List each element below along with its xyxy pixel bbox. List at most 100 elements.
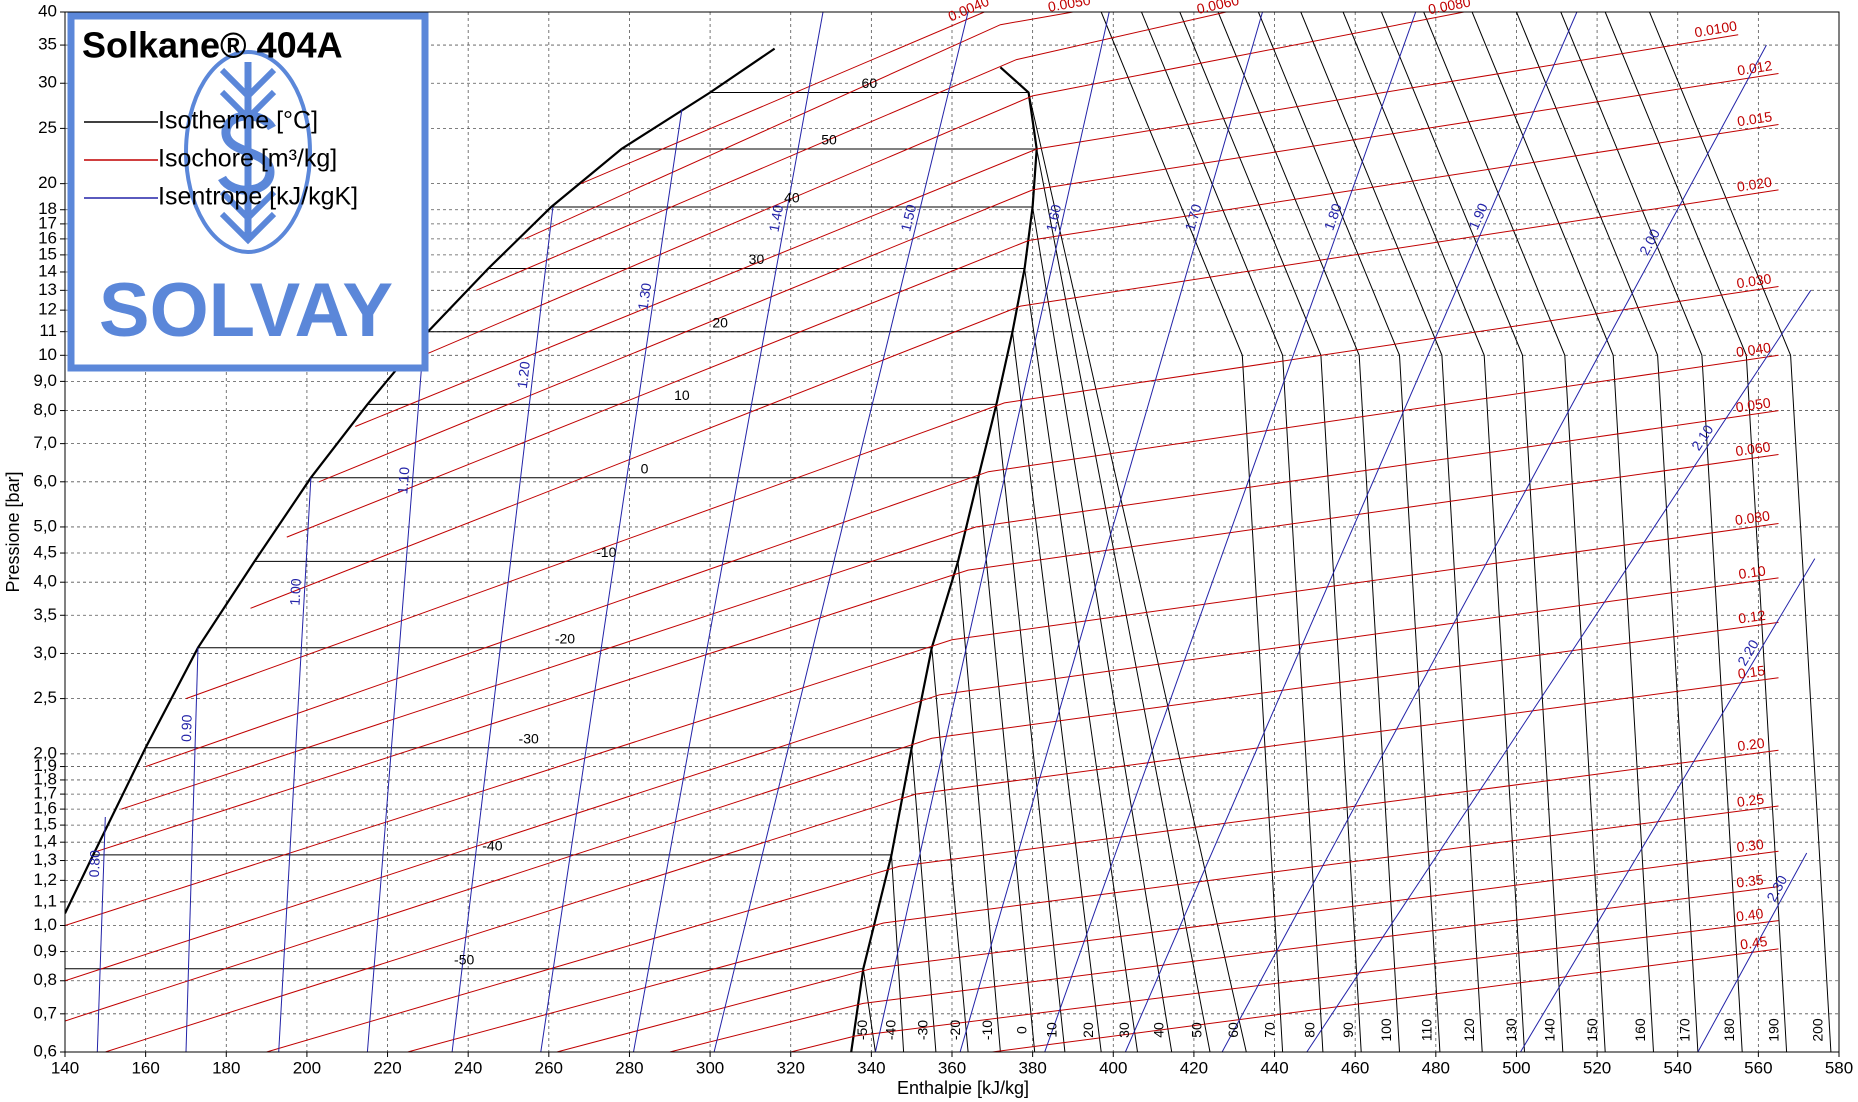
y-tick-label: 8,0 [33, 400, 57, 419]
isentrope-label: 1.70 [1182, 202, 1205, 233]
isotherm-label: -50 [854, 1020, 870, 1040]
isochore-label: 0.0100 [1693, 18, 1738, 41]
isochore-label: 0.35 [1735, 871, 1764, 890]
x-tick-label: 560 [1744, 1058, 1772, 1077]
isotherm-label: 10 [1044, 1022, 1060, 1038]
x-tick-label: 480 [1422, 1058, 1450, 1077]
curve [1697, 852, 1808, 1052]
curve [318, 73, 1779, 483]
isochore-label: 0.30 [1736, 836, 1765, 855]
isochore-label: 0.40 [1735, 905, 1764, 924]
x-tick-label: 340 [857, 1058, 885, 1077]
isentrope-label: 1.20 [514, 360, 533, 389]
y-tick-label: 10 [38, 345, 57, 364]
isotherm-label: -10 [596, 544, 616, 560]
isotherm-label: 160 [1632, 1018, 1648, 1042]
isentrope-label: 0.80 [86, 850, 103, 878]
curve [992, 948, 1779, 1052]
legend-label: Isochore [m³/kg] [158, 145, 337, 173]
isotherm-label: 90 [1340, 1022, 1356, 1038]
y-tick-label: 17 [38, 213, 57, 232]
curve [633, 12, 824, 1052]
isochore-label: 0.45 [1739, 933, 1768, 952]
curve [1604, 12, 1788, 1052]
curve [959, 12, 1263, 1052]
y-tick-label: 0,7 [33, 1003, 57, 1022]
isotherm-label: 100 [1378, 1018, 1394, 1042]
isotherm-label: -40 [482, 838, 502, 854]
y-tick-label: 0,9 [33, 941, 57, 960]
isotherm-label: 0 [1013, 1026, 1029, 1034]
isotherm-label: 60 [1225, 1022, 1241, 1038]
logo-ellipse [184, 50, 312, 254]
isotherm-label: 130 [1503, 1018, 1519, 1042]
isotherm-label: 150 [1584, 1018, 1600, 1042]
y-tick-label: 1,2 [33, 870, 57, 889]
curve [254, 560, 1001, 1052]
curve [121, 410, 1779, 810]
isotherm-label: 0 [641, 460, 649, 476]
y-tick-label: 1,6 [33, 799, 57, 818]
y-tick-label: 3,5 [33, 605, 57, 624]
isochore-label: 0.15 [1737, 662, 1766, 682]
y-tick-label: 5,0 [33, 516, 57, 535]
curve [1380, 12, 1564, 1052]
isotherm-label: 30 [749, 251, 765, 267]
curve [145, 354, 1779, 768]
curve [556, 850, 1779, 1052]
y-tick-label: 40 [38, 1, 57, 20]
curve [713, 12, 969, 1052]
legend-label: Isentrope [kJ/kgK] [158, 183, 358, 211]
x-tick-label: 360 [938, 1058, 966, 1077]
curve [1649, 12, 1832, 1052]
x-tick-label: 400 [1099, 1058, 1127, 1077]
x-tick-label: 220 [373, 1058, 401, 1077]
curve [669, 886, 1779, 1052]
isotherm-label: 50 [1189, 1022, 1205, 1038]
isotherm-label: 70 [1261, 1022, 1277, 1038]
isochore-label: 0.040 [1735, 339, 1772, 360]
y-tick-label: 13 [38, 280, 57, 299]
isochore-label: 0.080 [1734, 507, 1771, 528]
title: Solkane® 404A [82, 25, 343, 66]
isotherm-label: -50 [454, 951, 474, 967]
curve [250, 189, 1779, 609]
isentrope-label: 0.90 [178, 714, 195, 742]
legend: Isotherme [°C] Isochore [m³/kg] Isentrope … [84, 107, 358, 211]
curve [874, 12, 1110, 1052]
curve [65, 968, 876, 1052]
isotherm-label: 10 [674, 387, 690, 403]
y-tick-label: 35 [38, 35, 57, 54]
curve [1300, 12, 1483, 1052]
curve [355, 34, 1739, 427]
isotherm-label: -10 [979, 1020, 995, 1040]
isentrope-label: 1.40 [766, 203, 787, 233]
y-tick-label: 2,5 [33, 688, 57, 707]
x-tick-label: 180 [212, 1058, 240, 1077]
y-axis-label: Pressione [bar] [3, 471, 23, 592]
isentrope-label: 1.60 [1043, 203, 1065, 233]
curve [580, 12, 985, 185]
x-tick-label: 420 [1180, 1058, 1208, 1077]
curve [1217, 12, 1400, 1052]
curve [1141, 12, 1324, 1052]
curve [540, 109, 683, 1052]
isentrope-label: 1.10 [394, 466, 412, 495]
x-tick-label: 200 [293, 1058, 321, 1077]
isotherm-label: 120 [1461, 1018, 1477, 1042]
curve [1044, 12, 1417, 1052]
y-tick-label: 1,7 [33, 784, 57, 803]
curve [407, 805, 1779, 1052]
y-tick-label: 1,5 [33, 815, 57, 834]
isochore-label: 0.015 [1736, 108, 1773, 129]
curve [451, 206, 554, 1052]
isentrope-label: 1.00 [286, 578, 304, 606]
y-tick-label: 3,0 [33, 643, 57, 662]
curve [476, 12, 1227, 291]
curve [266, 749, 1779, 1052]
curve [411, 12, 1465, 361]
y-tick-label: 6,0 [33, 471, 57, 490]
logo-s [218, 111, 276, 195]
curve [97, 454, 1779, 852]
x-tick-label: 380 [1018, 1058, 1046, 1077]
